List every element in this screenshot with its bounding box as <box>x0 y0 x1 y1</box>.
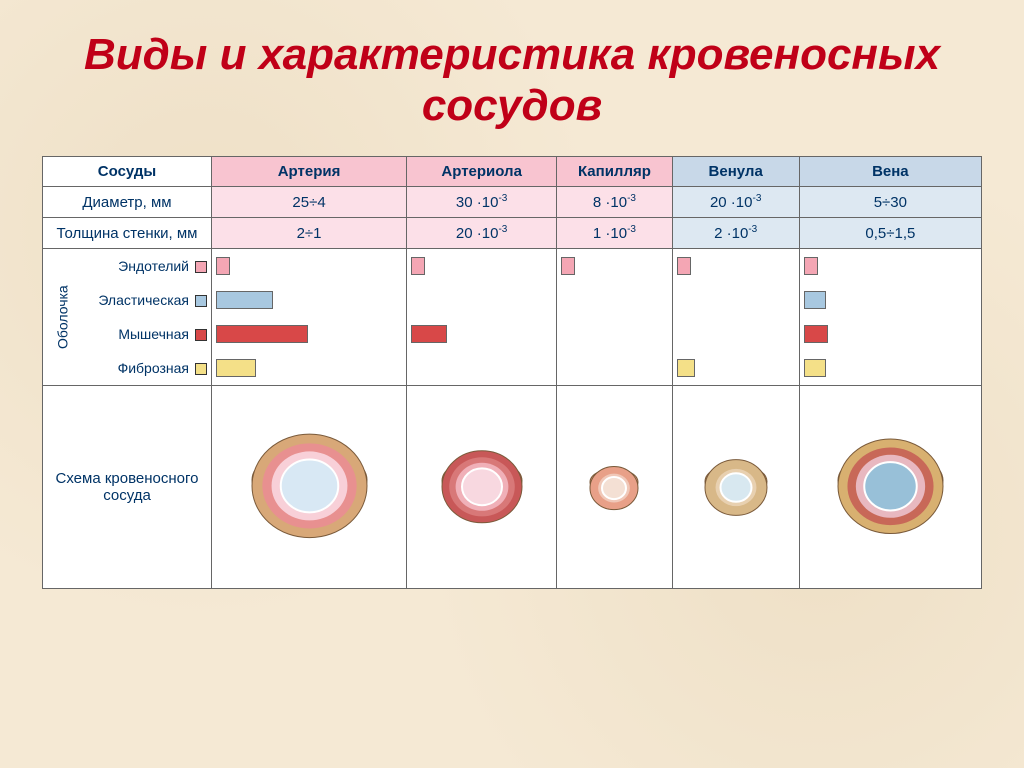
bar-fibrous-3 <box>672 351 799 386</box>
col-header-1: Артериола <box>407 157 557 187</box>
bar-muscular-2 <box>557 317 672 351</box>
thickness-1: 20 ·10-3 <box>407 218 557 249</box>
bar-fibrous-0 <box>212 351 407 386</box>
bar-fibrous-4 <box>799 351 981 386</box>
row-header-diameter: Диаметр, мм <box>43 187 212 218</box>
bar-fibrous-2 <box>557 351 672 386</box>
col-header-0: Артерия <box>212 157 407 187</box>
diameter-3: 20 ·10-3 <box>672 187 799 218</box>
row-header-vessels: Сосуды <box>43 157 212 187</box>
vessel-table: Сосуды АртерияАртериолаКапиллярВенулаВен… <box>42 156 982 589</box>
bar-elastic-4 <box>799 283 981 317</box>
col-header-3: Венула <box>672 157 799 187</box>
diameter-4: 5÷30 <box>799 187 981 218</box>
vessel-diagram-0 <box>212 386 407 589</box>
bar-fibrous-1 <box>407 351 557 386</box>
vessel-diagram-4 <box>799 386 981 589</box>
thickness-0: 2÷1 <box>212 218 407 249</box>
bar-endothelium-1 <box>407 249 557 284</box>
row-header-scheme: Схема кровеносного сосуда <box>43 386 212 589</box>
bar-muscular-3 <box>672 317 799 351</box>
bar-endothelium-2 <box>557 249 672 284</box>
bar-endothelium-4 <box>799 249 981 284</box>
layer-label-muscular: Мышечная <box>82 317 211 351</box>
diameter-1: 30 ·10-3 <box>407 187 557 218</box>
page-title: Виды и характеристика кровеносных сосудо… <box>30 30 994 131</box>
layer-label-endothelium: Эндотелий <box>82 249 211 284</box>
bar-muscular-4 <box>799 317 981 351</box>
row-header-membrane: Оболочка <box>43 249 83 386</box>
diameter-2: 8 ·10-3 <box>557 187 672 218</box>
thickness-3: 2 ·10-3 <box>672 218 799 249</box>
diameter-0: 25÷4 <box>212 187 407 218</box>
bar-muscular-1 <box>407 317 557 351</box>
col-header-4: Вена <box>799 157 981 187</box>
vessel-diagram-3 <box>672 386 799 589</box>
col-header-2: Капилляр <box>557 157 672 187</box>
bar-elastic-1 <box>407 283 557 317</box>
vessel-diagram-1 <box>407 386 557 589</box>
bar-elastic-2 <box>557 283 672 317</box>
thickness-2: 1 ·10-3 <box>557 218 672 249</box>
bar-muscular-0 <box>212 317 407 351</box>
bar-endothelium-0 <box>212 249 407 284</box>
layer-label-fibrous: Фиброзная <box>82 351 211 386</box>
thickness-4: 0,5÷1,5 <box>799 218 981 249</box>
bar-elastic-3 <box>672 283 799 317</box>
vessel-diagram-2 <box>557 386 672 589</box>
bar-elastic-0 <box>212 283 407 317</box>
layer-label-elastic: Эластическая <box>82 283 211 317</box>
bar-endothelium-3 <box>672 249 799 284</box>
row-header-thickness: Толщина стенки, мм <box>43 218 212 249</box>
